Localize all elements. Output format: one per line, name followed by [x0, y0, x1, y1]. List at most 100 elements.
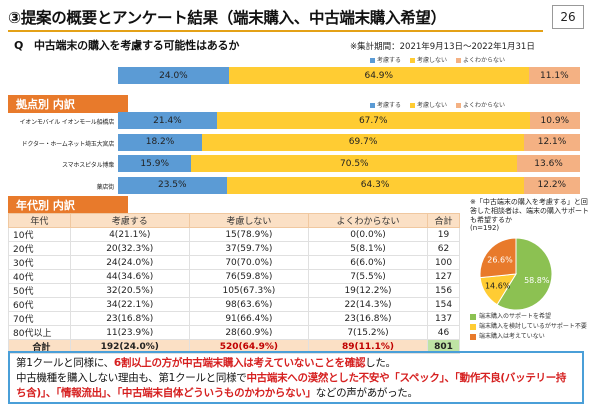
age-table-cell: 137 — [427, 311, 460, 326]
age-table-header-cell: 考慮する — [69, 213, 190, 228]
legend-item-unknown: よくわからない — [456, 55, 505, 64]
conclusion-line1-a: 第1クールと同様に、 — [16, 357, 114, 369]
age-table-cell: 23(16.8%) — [307, 311, 429, 326]
store-bar-label-unknown: 12.2% — [537, 180, 567, 190]
age-table-cell: 156 — [427, 283, 460, 298]
pie-slice-label: 14.6% — [485, 281, 511, 290]
store-stacked-bar: 21.4% 67.7% 10.9% — [118, 112, 580, 129]
pie-legend-swatch — [470, 313, 476, 320]
age-table-cell: 7(15.2%) — [307, 325, 429, 340]
pie-slice — [479, 237, 517, 279]
conclusion-line2-highlight: 中古端末への漠然とした不安や「スペック」、「動作不良(バッテリー持ち含)」、「情… — [16, 372, 567, 400]
age-table-header-cell: 合計 — [427, 213, 460, 228]
legend-label-consider: 考慮する — [377, 57, 402, 64]
store-legend-item-unknown: よくわからない — [456, 100, 505, 109]
store-stacked-bar: 23.5% 64.3% 12.2% — [118, 176, 580, 194]
store-stacked-bar: 18.2% 69.7% 12.1% — [118, 133, 580, 151]
store-bar-segment-unknown: 13.6% — [517, 155, 580, 172]
age-table-cell: 15(78.9%) — [188, 227, 309, 242]
age-table-cell: 28(60.9%) — [188, 325, 309, 340]
age-table-cell: 7(5.5%) — [307, 269, 429, 284]
age-table-cell: 76(59.8%) — [188, 269, 309, 284]
pie-legend-swatch — [470, 333, 476, 340]
overall-bar-label-unknown: 11.1% — [540, 70, 569, 81]
pie-sample-size: (n=192) — [470, 224, 500, 233]
age-table-cell: 20代 — [8, 241, 71, 256]
overall-stacked-bar: 24.0% 64.9% 11.1% — [118, 67, 580, 84]
store-bar-label-not-consider: 69.7% — [348, 137, 378, 147]
conclusion-line2-c: などの声があがった。 — [315, 387, 418, 400]
pie-legend-item: 端末購入のサポートを希望 — [470, 312, 587, 322]
age-table-cell: 0(0.0%) — [307, 227, 429, 242]
pie-slice-label: 58.8% — [524, 276, 550, 285]
store-bar-label-not-consider: 67.7% — [358, 115, 388, 126]
age-table-cell: 19(12.2%) — [307, 283, 429, 298]
support-pie-chart: 58.8% 14.6% 26.6% — [479, 237, 553, 311]
store-label: 薬店街 — [96, 183, 115, 191]
overall-bar-label-consider: 24.0% — [159, 70, 188, 81]
store-bar-segment-consider: 15.9% — [118, 155, 192, 172]
age-breakdown-table: 年代 考慮する 考慮しない よくわからない 合計 10代 4(21.1%) 15(78.9%… — [8, 213, 460, 354]
age-table-cell: 89(11.1%) — [307, 339, 429, 354]
legend-swatch-consider — [370, 58, 375, 63]
age-table-cell: 91(66.4%) — [188, 311, 309, 326]
age-table-cell: 37(59.7%) — [188, 241, 309, 256]
age-table-header-cell: よくわからない — [307, 213, 429, 228]
age-table-cell: 6(6.0%) — [307, 255, 429, 270]
store-legend-swatch-not-consider — [410, 103, 416, 108]
age-table-row: 70代 23(16.8%) 91(66.4%) 23(16.8%) 137 — [8, 311, 460, 326]
age-table-row: 20代 20(32.3%) 37(59.7%) 5(8.1%) 62 — [8, 241, 460, 256]
pie-legend-label: 端末購入のサポートを希望 — [479, 313, 552, 320]
age-table-cell: 11(23.9%) — [69, 325, 190, 340]
store-bar-label-consider: 23.5% — [157, 180, 187, 190]
pie-legend-label: 端末購入は考えていない — [479, 333, 545, 341]
store-legend-swatch-unknown — [456, 103, 462, 108]
age-table-header-row: 年代 考慮する 考慮しない よくわからない 合計 — [8, 213, 460, 228]
conclusion-line1-c: した。 — [365, 357, 396, 369]
age-table-cell: 62 — [427, 241, 460, 256]
overall-legend: 考慮する 考慮しない よくわからない — [370, 55, 505, 64]
age-table-cell: 520(64.9%) — [188, 339, 309, 354]
store-label: スマホスピタル博衆 — [61, 162, 114, 169]
age-table-cell: 127 — [427, 269, 460, 284]
age-table-cell: 30代 — [8, 255, 71, 270]
legend-item-consider: 考慮する — [370, 55, 401, 64]
overall-bar-label-not-consider: 64.9% — [364, 70, 394, 81]
conclusion-line1-highlight: 6割以上の方が中古端末購入は考えていないことを確認 — [113, 357, 366, 369]
age-table-cell: 合計 — [8, 339, 71, 354]
legend-swatch-not-consider — [410, 58, 416, 63]
age-table-cell: 154 — [427, 297, 460, 312]
overall-bar-segment-not-consider: 64.9% — [228, 67, 529, 84]
pie-slice-label: 26.6% — [487, 256, 513, 265]
pie-legend-item: 端末購入を検討しているがサポート不要 — [470, 322, 587, 332]
age-table-header-cell: 考慮しない — [188, 213, 309, 228]
store-bar-label-consider: 15.9% — [140, 158, 170, 169]
age-table-cell: 50代 — [8, 283, 71, 298]
age-table-cell: 22(14.3%) — [307, 297, 429, 312]
pie-legend-item: 端末購入は考えていない — [470, 332, 587, 342]
store-bar-segment-consider: 23.5% — [118, 176, 227, 194]
store-bar-label-not-consider: 64.3% — [360, 180, 390, 190]
age-table-cell: 10代 — [8, 227, 71, 242]
pie-slice — [496, 237, 553, 311]
age-table-cell: 44(34.6%) — [69, 269, 190, 284]
store-label: イオンモバイル イオンモール船橋店 — [19, 119, 114, 126]
overall-bar-segment-consider: 24.0% — [118, 67, 229, 84]
age-table-cell: 80代以上 — [8, 325, 71, 340]
legend-label-unknown: よくわからない — [463, 57, 506, 64]
store-bar-segment-consider: 18.2% — [118, 133, 203, 151]
age-table-row: 50代 32(20.5%) 105(67.3%) 19(12.2%) 156 — [8, 283, 460, 298]
store-legend-label-unknown: よくわからない — [463, 102, 506, 109]
age-table-cell: 105(67.3%) — [188, 283, 309, 298]
pie-note: ※「中古端末の購入を考慮する」と回答した相談者は、端末の購入サポートも希望するか… — [470, 198, 590, 233]
age-table-cell: 34(22.1%) — [69, 297, 190, 312]
overall-bar-segment-unknown: 11.1% — [528, 67, 580, 84]
store-bar-label-unknown: 12.1% — [537, 137, 567, 147]
store-bar-segment-unknown: 12.2% — [523, 176, 580, 194]
page-number: 26 — [552, 5, 584, 29]
store-section-header: 拠点別 内訳 — [8, 95, 128, 113]
age-table-cell: 23(16.8%) — [69, 311, 190, 326]
store-legend-swatch-consider — [370, 103, 375, 108]
question-text: Q 中古端末の購入を考慮する可能性はあるか — [14, 39, 240, 52]
age-table-cell: 24(24.0%) — [69, 255, 190, 270]
